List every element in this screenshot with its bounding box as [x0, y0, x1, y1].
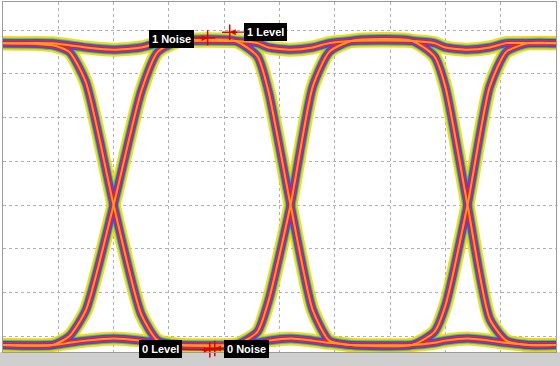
svg-text:0 Level: 0 Level	[142, 343, 179, 355]
svg-text:1 Noise: 1 Noise	[152, 33, 191, 45]
svg-text:1 Level: 1 Level	[247, 26, 284, 38]
svg-text:0 Noise: 0 Noise	[227, 343, 266, 355]
